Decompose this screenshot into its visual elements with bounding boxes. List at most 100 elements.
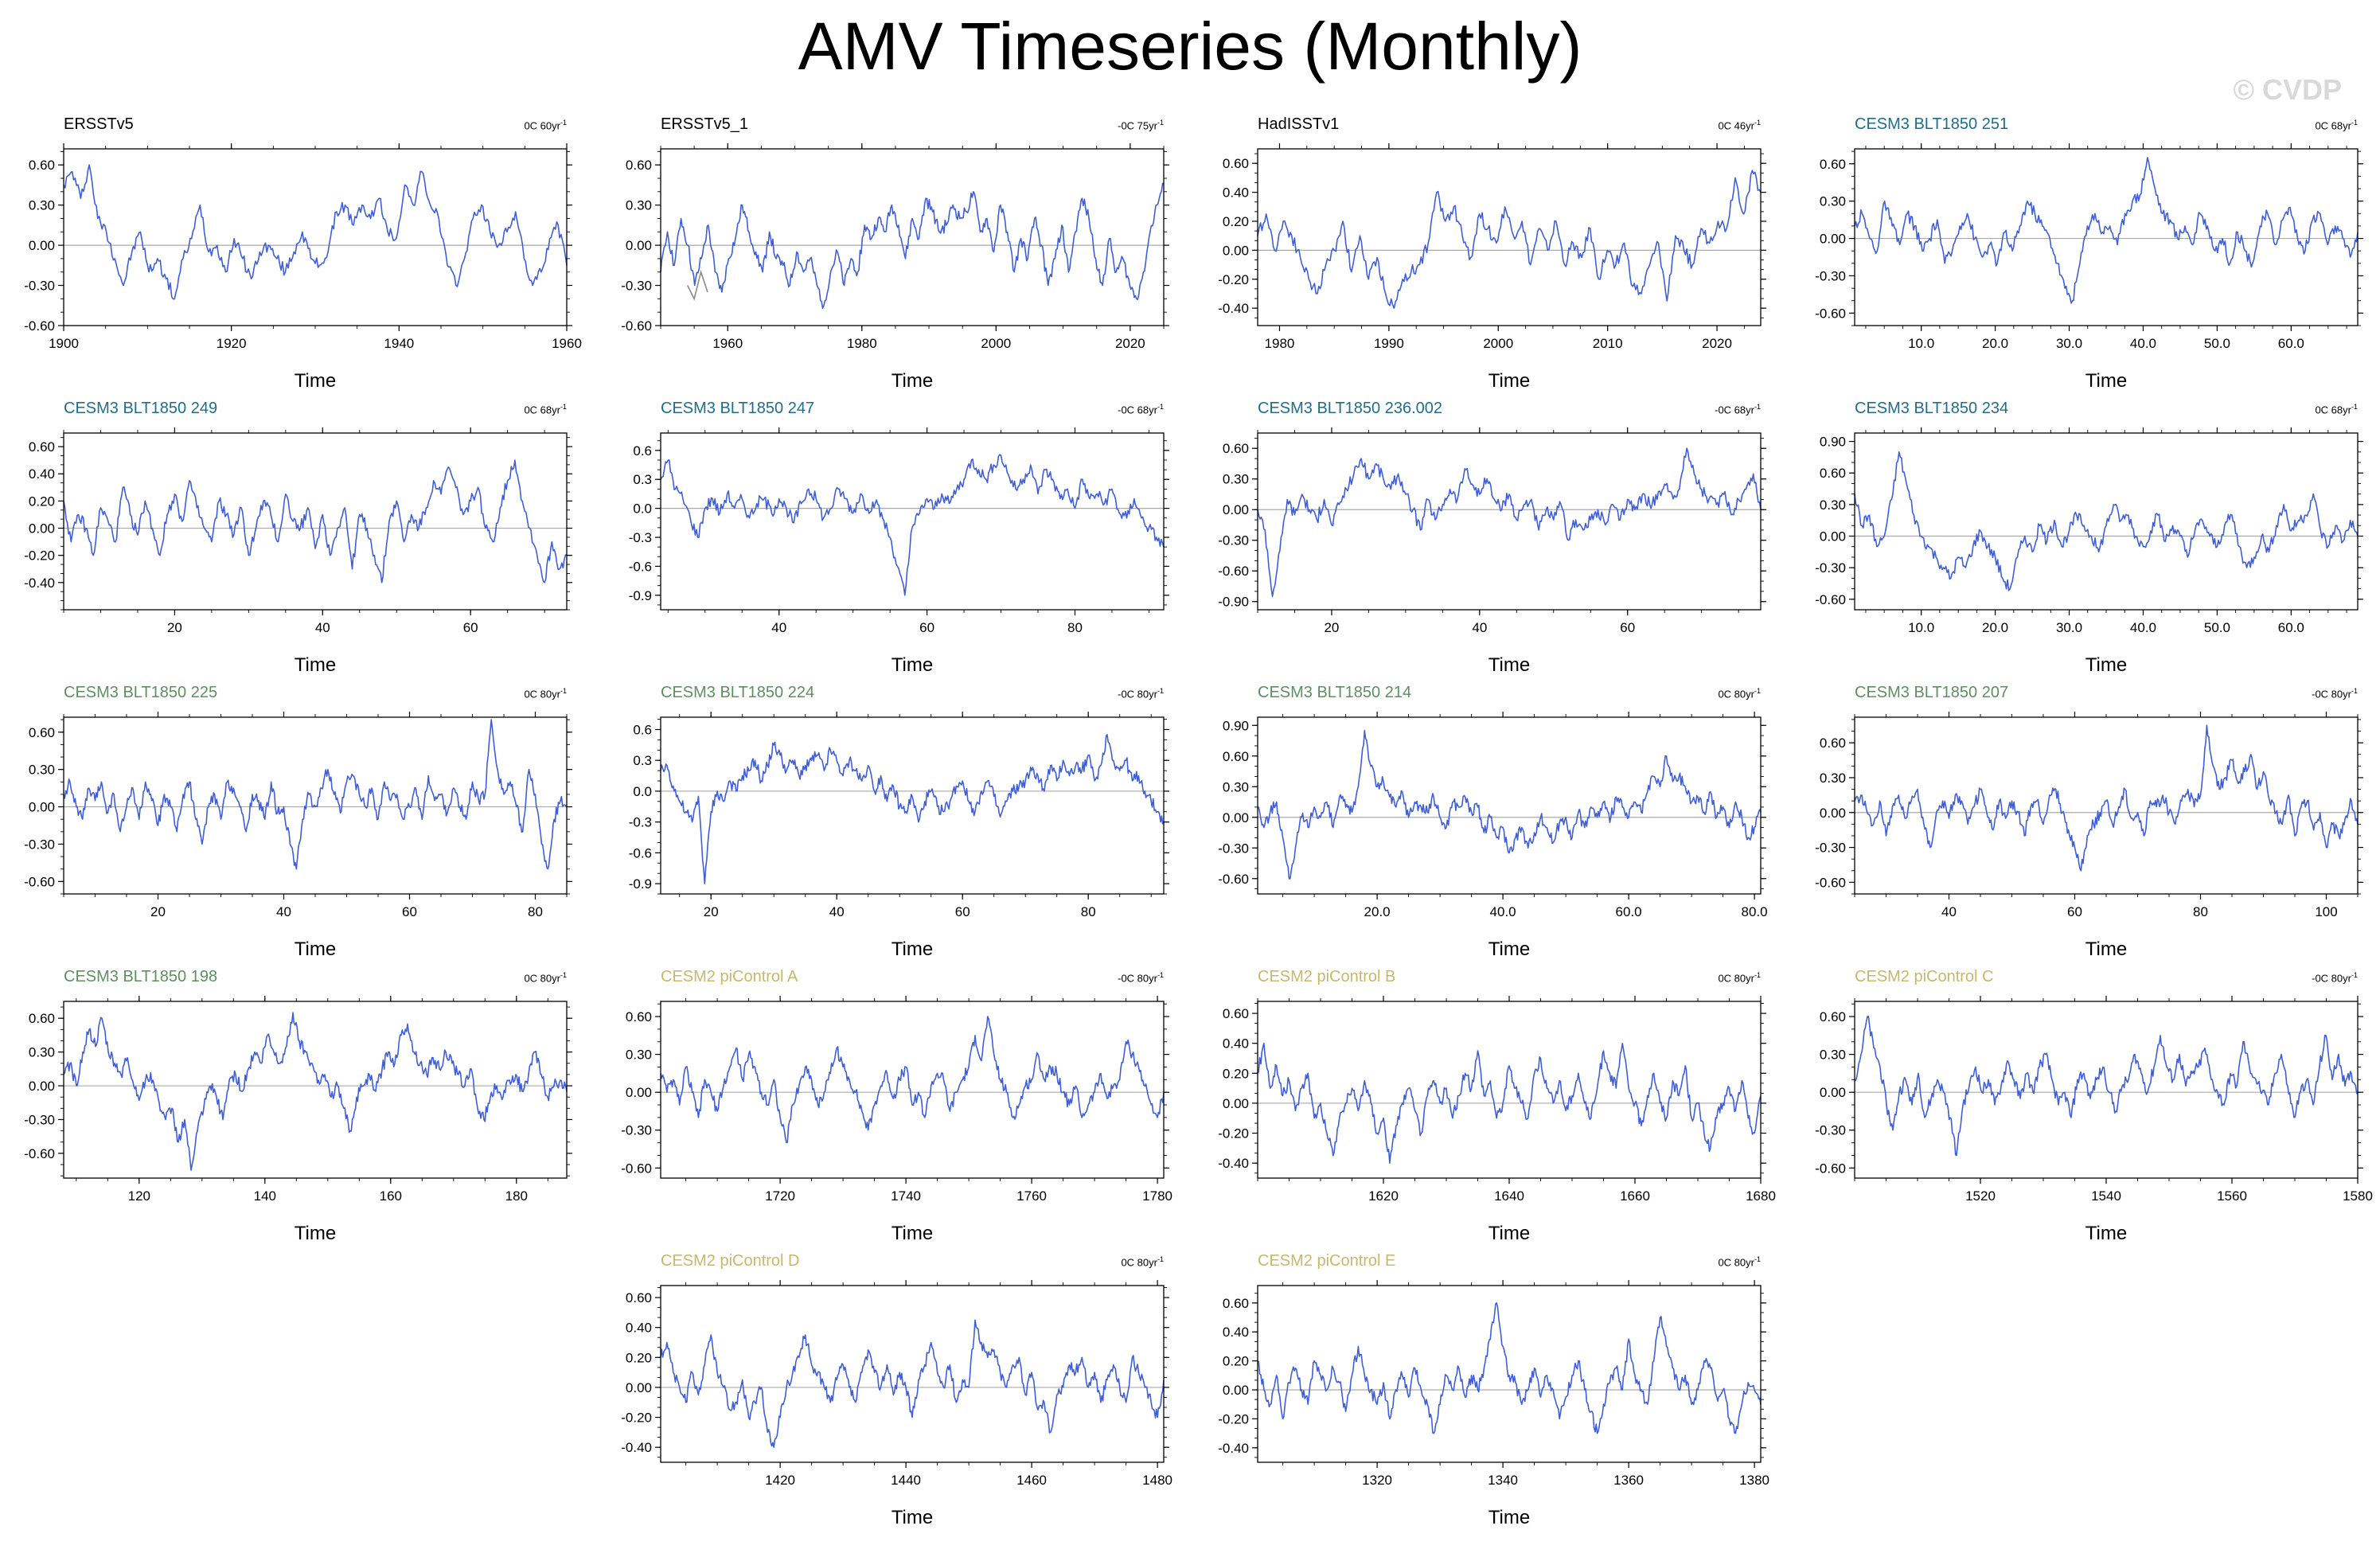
panel-title: CESM3 BLT1850 198 bbox=[64, 968, 218, 985]
y-tick-label: -0.60 bbox=[24, 1146, 55, 1161]
y-tick-label: 0.90 bbox=[1820, 435, 1846, 450]
series-line bbox=[63, 1012, 568, 1171]
x-tick-label: 60 bbox=[955, 904, 970, 919]
chart-svg: 0.60 0.30 0.00 -0.30 -0.60 -0.90 20 40 60 bbox=[1218, 427, 1766, 635]
panel-title: CESM3 BLT1850 247 bbox=[661, 400, 815, 417]
series-line bbox=[63, 459, 568, 583]
x-tick-label: 1360 bbox=[1613, 1473, 1644, 1488]
y-tick-label: -0.6 bbox=[629, 559, 652, 574]
trend-label: -0C 75yr-1 bbox=[1118, 119, 1164, 132]
y-tick-label: 0.60 bbox=[29, 725, 55, 740]
x-axis-label: Time bbox=[891, 1507, 934, 1528]
plot-frame bbox=[660, 148, 1165, 326]
x-tick-label: 40 bbox=[1472, 620, 1487, 635]
x-tick-label: 1680 bbox=[1746, 1188, 1776, 1204]
chart-svg: 0.90 0.60 0.30 0.00 -0.30 -0.60 10.0 20.0 30.0 40… bbox=[1815, 427, 2363, 635]
y-tick-label: 0.00 bbox=[626, 238, 652, 253]
x-tick-label: 2020 bbox=[1702, 336, 1732, 351]
x-tick-label: 1980 bbox=[1265, 336, 1295, 351]
x-tick-label: 20 bbox=[1324, 620, 1339, 635]
chart-svg: 0.90 0.60 0.30 0.00 -0.30 -0.60 20.0 40.0 60.0 80… bbox=[1218, 712, 1768, 919]
panel-title: HadISSTv1 bbox=[1258, 115, 1340, 133]
x-axis-label: Time bbox=[2085, 938, 2128, 960]
plot-frame bbox=[63, 432, 568, 611]
x-tick-label: 1420 bbox=[765, 1473, 795, 1488]
x-axis-label: Time bbox=[2085, 654, 2128, 676]
panel-title: ERSSTv5 bbox=[64, 115, 134, 133]
trend-label: 0C 80yr-1 bbox=[1718, 687, 1761, 700]
x-tick-label: 2000 bbox=[981, 336, 1011, 351]
x-tick-label: 20.0 bbox=[1364, 904, 1391, 919]
chart-svg: 0.6 0.3 0.0 -0.3 -0.6 -0.9 20 40 60 80 bbox=[629, 712, 1169, 919]
y-tick-label: 0.20 bbox=[29, 494, 55, 509]
y-tick-label: 0.40 bbox=[1223, 185, 1249, 201]
y-tick-label: 0.0 bbox=[633, 784, 652, 799]
series-line bbox=[1257, 1042, 1762, 1164]
chart-panel-ersstv5_1: ERSSTv5_1 -0C 75yr-1 Time 0.60 0.30 0.00 -0.30… bbox=[597, 115, 1194, 394]
page-title: AMV Timeseries (Monthly) bbox=[798, 9, 1582, 84]
series-line bbox=[1854, 157, 2359, 304]
y-tick-label: -0.60 bbox=[1218, 564, 1249, 579]
panel-title: CESM2 piControl E bbox=[1258, 1252, 1396, 1270]
y-tick-label: 0.00 bbox=[1223, 1383, 1249, 1398]
x-tick-label: 40 bbox=[315, 620, 330, 635]
y-tick-label: 0.20 bbox=[1223, 1354, 1249, 1369]
trend-label: 0C 68yr-1 bbox=[2315, 403, 2358, 416]
x-axis-label: Time bbox=[294, 654, 337, 676]
x-tick-label: 1440 bbox=[891, 1473, 921, 1488]
x-tick-label: 1640 bbox=[1494, 1188, 1524, 1204]
chart-svg: 0.60 0.40 0.20 0.00 -0.20 -0.40 1620 1640 1660 16… bbox=[1218, 996, 1776, 1204]
y-tick-label: 0.40 bbox=[1223, 1036, 1249, 1052]
x-tick-label: 20 bbox=[167, 620, 182, 635]
x-tick-label: 1660 bbox=[1620, 1188, 1650, 1204]
y-tick-label: -0.30 bbox=[1815, 268, 1846, 283]
y-tick-label: -0.20 bbox=[1218, 1126, 1249, 1141]
y-tick-label: -0.30 bbox=[24, 1112, 55, 1127]
trend-label: -0C 80yr-1 bbox=[1118, 971, 1164, 985]
x-tick-label: 50.0 bbox=[2204, 620, 2230, 635]
y-tick-label: 0.00 bbox=[1223, 810, 1249, 825]
x-axis-label: Time bbox=[891, 370, 934, 392]
y-tick-label: -0.20 bbox=[1218, 1411, 1249, 1426]
x-tick-label: 60.0 bbox=[1616, 904, 1642, 919]
x-tick-label: 1460 bbox=[1016, 1473, 1047, 1488]
x-tick-label: 80 bbox=[528, 904, 543, 919]
y-tick-label: 0.30 bbox=[626, 1048, 652, 1063]
chart-svg: 0.60 0.40 0.20 0.00 -0.20 -0.40 1420 1440 1460 14… bbox=[621, 1280, 1172, 1488]
x-axis-label: Time bbox=[2085, 370, 2128, 392]
x-tick-label: 1940 bbox=[384, 336, 414, 351]
chart-panel-hadisstv1: HadISSTv1 0C 46yr-1 Time 0.60 0.40 0.20 0.00 -0… bbox=[1194, 115, 1791, 394]
chart-panel-cesm2_e: CESM2 piControl E 0C 80yr-1 Time 0.60 0.40 0.… bbox=[1194, 1252, 1791, 1531]
x-tick-label: 1780 bbox=[1142, 1188, 1172, 1204]
plot-frame bbox=[1257, 148, 1762, 326]
trend-label: 0C 80yr-1 bbox=[524, 687, 567, 700]
chart-svg: 0.60 0.40 0.20 0.00 -0.20 -0.40 20 40 60 bbox=[24, 427, 572, 635]
panel-title: CESM3 BLT1850 214 bbox=[1258, 684, 1412, 701]
x-tick-label: 40 bbox=[1941, 904, 1957, 919]
x-tick-label: 1960 bbox=[712, 336, 743, 351]
y-tick-label: -0.60 bbox=[24, 318, 55, 334]
x-tick-label: 30.0 bbox=[2056, 620, 2082, 635]
trend-label: 0C 46yr-1 bbox=[1718, 119, 1761, 132]
plot-frame bbox=[1854, 1001, 2359, 1179]
x-tick-label: 1620 bbox=[1368, 1188, 1399, 1204]
y-tick-label: -0.3 bbox=[629, 815, 652, 830]
x-tick-label: 80 bbox=[1067, 620, 1083, 635]
chart-svg: 0.6 0.3 0.0 -0.3 -0.6 -0.9 40 60 80 bbox=[629, 427, 1169, 635]
y-tick-label: 0.30 bbox=[626, 198, 652, 213]
trend-label: 0C 80yr-1 bbox=[1121, 1255, 1164, 1269]
y-tick-label: 0.00 bbox=[626, 1085, 652, 1100]
x-axis-label: Time bbox=[891, 1223, 934, 1244]
y-tick-label: -0.60 bbox=[24, 874, 55, 889]
x-tick-label: 1540 bbox=[2091, 1188, 2121, 1204]
y-tick-label: 0.6 bbox=[633, 443, 652, 459]
series-line bbox=[1257, 170, 1762, 309]
series-line bbox=[660, 1319, 1165, 1448]
chart-panel-cesm2_c: CESM2 piControl C -0C 80yr-1 Time 0.60 0.30 0… bbox=[1791, 968, 2380, 1247]
y-tick-label: 0.30 bbox=[29, 198, 55, 213]
x-tick-label: 180 bbox=[505, 1188, 528, 1204]
y-tick-label: 0.00 bbox=[1820, 806, 1846, 821]
y-tick-label: 0.0 bbox=[633, 501, 652, 517]
series-line bbox=[1257, 729, 1762, 880]
x-tick-label: 60 bbox=[919, 620, 934, 635]
